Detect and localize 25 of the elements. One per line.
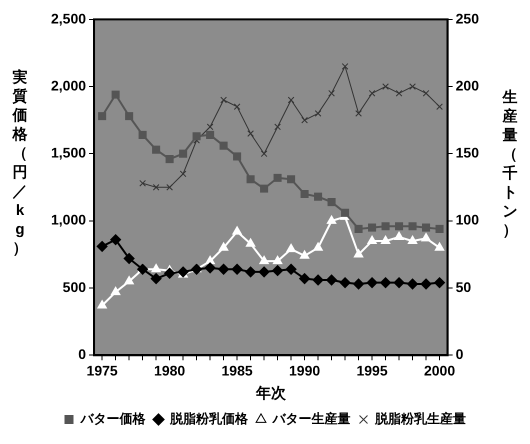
text: 実質価格（円／kg）: [12, 69, 28, 257]
x-axis-title: 年次: [254, 385, 287, 402]
y-tick-label: 0: [78, 346, 86, 362]
legend-label: バター生産量: [272, 411, 350, 426]
y2-tick-label: 250: [456, 10, 480, 26]
y2-tick-label: 200: [456, 77, 480, 94]
y-tick-label: 1,000: [50, 212, 86, 228]
y-tick-label: 1,500: [50, 144, 86, 161]
y2-tick-label: 100: [456, 212, 480, 228]
x-tick-label: 2000: [424, 362, 456, 378]
y2-axis-title: 生産量（千トン）: [502, 88, 518, 240]
y-tick-label: 2,000: [50, 77, 86, 94]
y2-tick-label: 50: [456, 278, 472, 295]
legend-label: 脱脂粉乳生産量: [374, 411, 466, 426]
legend-label: 脱脂粉乳価格: [169, 411, 249, 426]
y-tick-label: 500: [62, 278, 86, 295]
x-tick-label: 1990: [289, 362, 320, 378]
y-tick-label: 2,500: [50, 10, 86, 26]
x-tick-label: 1975: [86, 362, 118, 378]
y2-tick-label: 0: [456, 346, 464, 362]
x-tick-label: 1985: [222, 362, 253, 378]
y2-tick-label: 150: [456, 144, 480, 161]
x-tick-label: 1995: [356, 362, 388, 378]
legend-label: バター価格: [80, 411, 146, 426]
x-tick-label: 1980: [154, 362, 186, 378]
